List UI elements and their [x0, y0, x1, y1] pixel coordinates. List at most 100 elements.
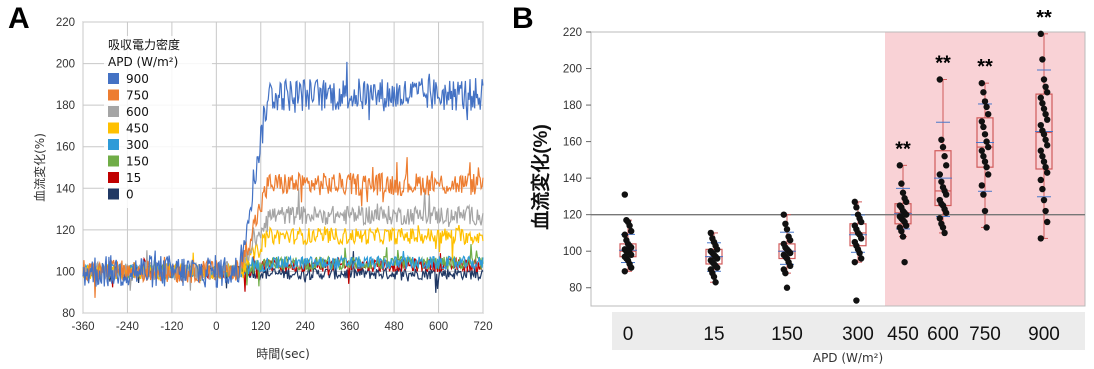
y-tick-label-b: 180 — [563, 100, 582, 112]
significance-marker: ** — [895, 138, 911, 160]
data-point — [938, 136, 945, 143]
legend-swatch-300 — [108, 139, 119, 150]
legend-swatch-600 — [108, 106, 119, 117]
series-line-900 — [82, 61, 484, 288]
data-point — [851, 258, 858, 266]
significance-marker: ** — [935, 52, 951, 74]
data-point — [981, 98, 989, 105]
data-point — [856, 249, 863, 257]
legend-swatch-750 — [108, 89, 119, 101]
data-point — [985, 111, 992, 118]
data-point — [938, 200, 945, 207]
data-point — [854, 246, 862, 253]
data-point — [853, 226, 860, 233]
data-point — [858, 218, 865, 226]
data-point — [783, 284, 791, 291]
data-point — [980, 123, 987, 131]
data-point — [978, 79, 985, 87]
data-point — [1044, 116, 1051, 123]
data-point — [943, 162, 950, 169]
x-category-label: 750 — [969, 324, 1001, 345]
data-point — [980, 153, 987, 160]
data-point — [896, 224, 903, 231]
data-point — [1042, 111, 1049, 118]
highlight-region — [885, 32, 1085, 306]
data-point — [710, 238, 718, 246]
data-point — [1039, 185, 1046, 193]
data-point — [903, 198, 910, 206]
y-tick-label-b: 100 — [563, 246, 582, 258]
data-point — [941, 205, 948, 213]
data-point — [898, 227, 905, 235]
data-point — [709, 258, 716, 266]
data-point — [901, 209, 908, 217]
x-tick-label-a: 240 — [296, 321, 315, 333]
legend-label-15: 15 — [126, 171, 141, 185]
panel-label-b: B — [512, 2, 534, 35]
data-point — [710, 273, 718, 280]
data-point — [899, 216, 907, 224]
box-450 — [894, 203, 912, 225]
data-point — [899, 233, 907, 240]
x-tick-label-a: 360 — [340, 321, 359, 333]
data-point — [785, 258, 792, 266]
legend-background — [104, 36, 212, 208]
data-point — [938, 178, 945, 185]
data-point — [710, 260, 718, 268]
significance-marker: ** — [1036, 7, 1052, 29]
data-point — [621, 191, 628, 198]
x-tick-label-a: -360 — [71, 321, 94, 333]
data-point — [1039, 100, 1046, 107]
x-category-label: 15 — [703, 324, 724, 345]
y-tick-label-a: 160 — [56, 142, 75, 154]
y-axis-label-b: 血流変化(%) — [529, 124, 552, 230]
data-point — [626, 249, 633, 257]
data-point — [707, 248, 714, 255]
data-point — [983, 103, 990, 111]
legend-swatch-150 — [108, 155, 119, 167]
box-15 — [705, 248, 723, 265]
data-point — [1037, 94, 1045, 101]
data-point — [623, 248, 630, 255]
data-point — [624, 240, 632, 248]
x-category-label: 0 — [623, 324, 634, 345]
y-tick-label-b: 200 — [563, 64, 582, 76]
legend-label-450: 450 — [126, 122, 149, 136]
data-point — [1044, 89, 1051, 96]
data-point — [783, 246, 791, 253]
legend-label-300: 300 — [126, 138, 149, 152]
data-point — [621, 253, 628, 260]
data-point — [1044, 142, 1051, 149]
data-point — [978, 182, 985, 189]
x-tick-label-a: 720 — [473, 321, 492, 333]
data-point — [858, 235, 865, 242]
data-point — [714, 264, 721, 271]
data-point — [628, 227, 635, 235]
legend-label-750: 750 — [126, 89, 149, 103]
data-point — [898, 215, 905, 222]
data-point — [712, 279, 719, 286]
data-point — [782, 253, 789, 260]
data-point — [628, 251, 635, 259]
data-point — [782, 220, 789, 227]
data-point — [787, 262, 794, 270]
legend-label-0: 0 — [126, 188, 134, 202]
data-point — [1037, 176, 1045, 184]
data-point — [707, 257, 714, 264]
x-category-label: 150 — [771, 324, 803, 345]
data-point — [853, 242, 860, 249]
data-point — [709, 249, 716, 257]
data-point — [1040, 131, 1048, 138]
data-point — [785, 248, 792, 255]
data-point — [938, 220, 945, 227]
data-point — [983, 138, 990, 145]
data-point — [626, 222, 633, 229]
data-point — [624, 257, 632, 264]
y-axis-label-a: 血流変化(%) — [32, 133, 47, 202]
legend-swatch-450 — [108, 122, 119, 134]
legend-title-line2: APD (W/m²) — [108, 55, 178, 69]
data-point — [978, 118, 985, 125]
data-point — [1037, 121, 1045, 129]
data-point — [901, 195, 908, 202]
data-point — [787, 249, 794, 257]
